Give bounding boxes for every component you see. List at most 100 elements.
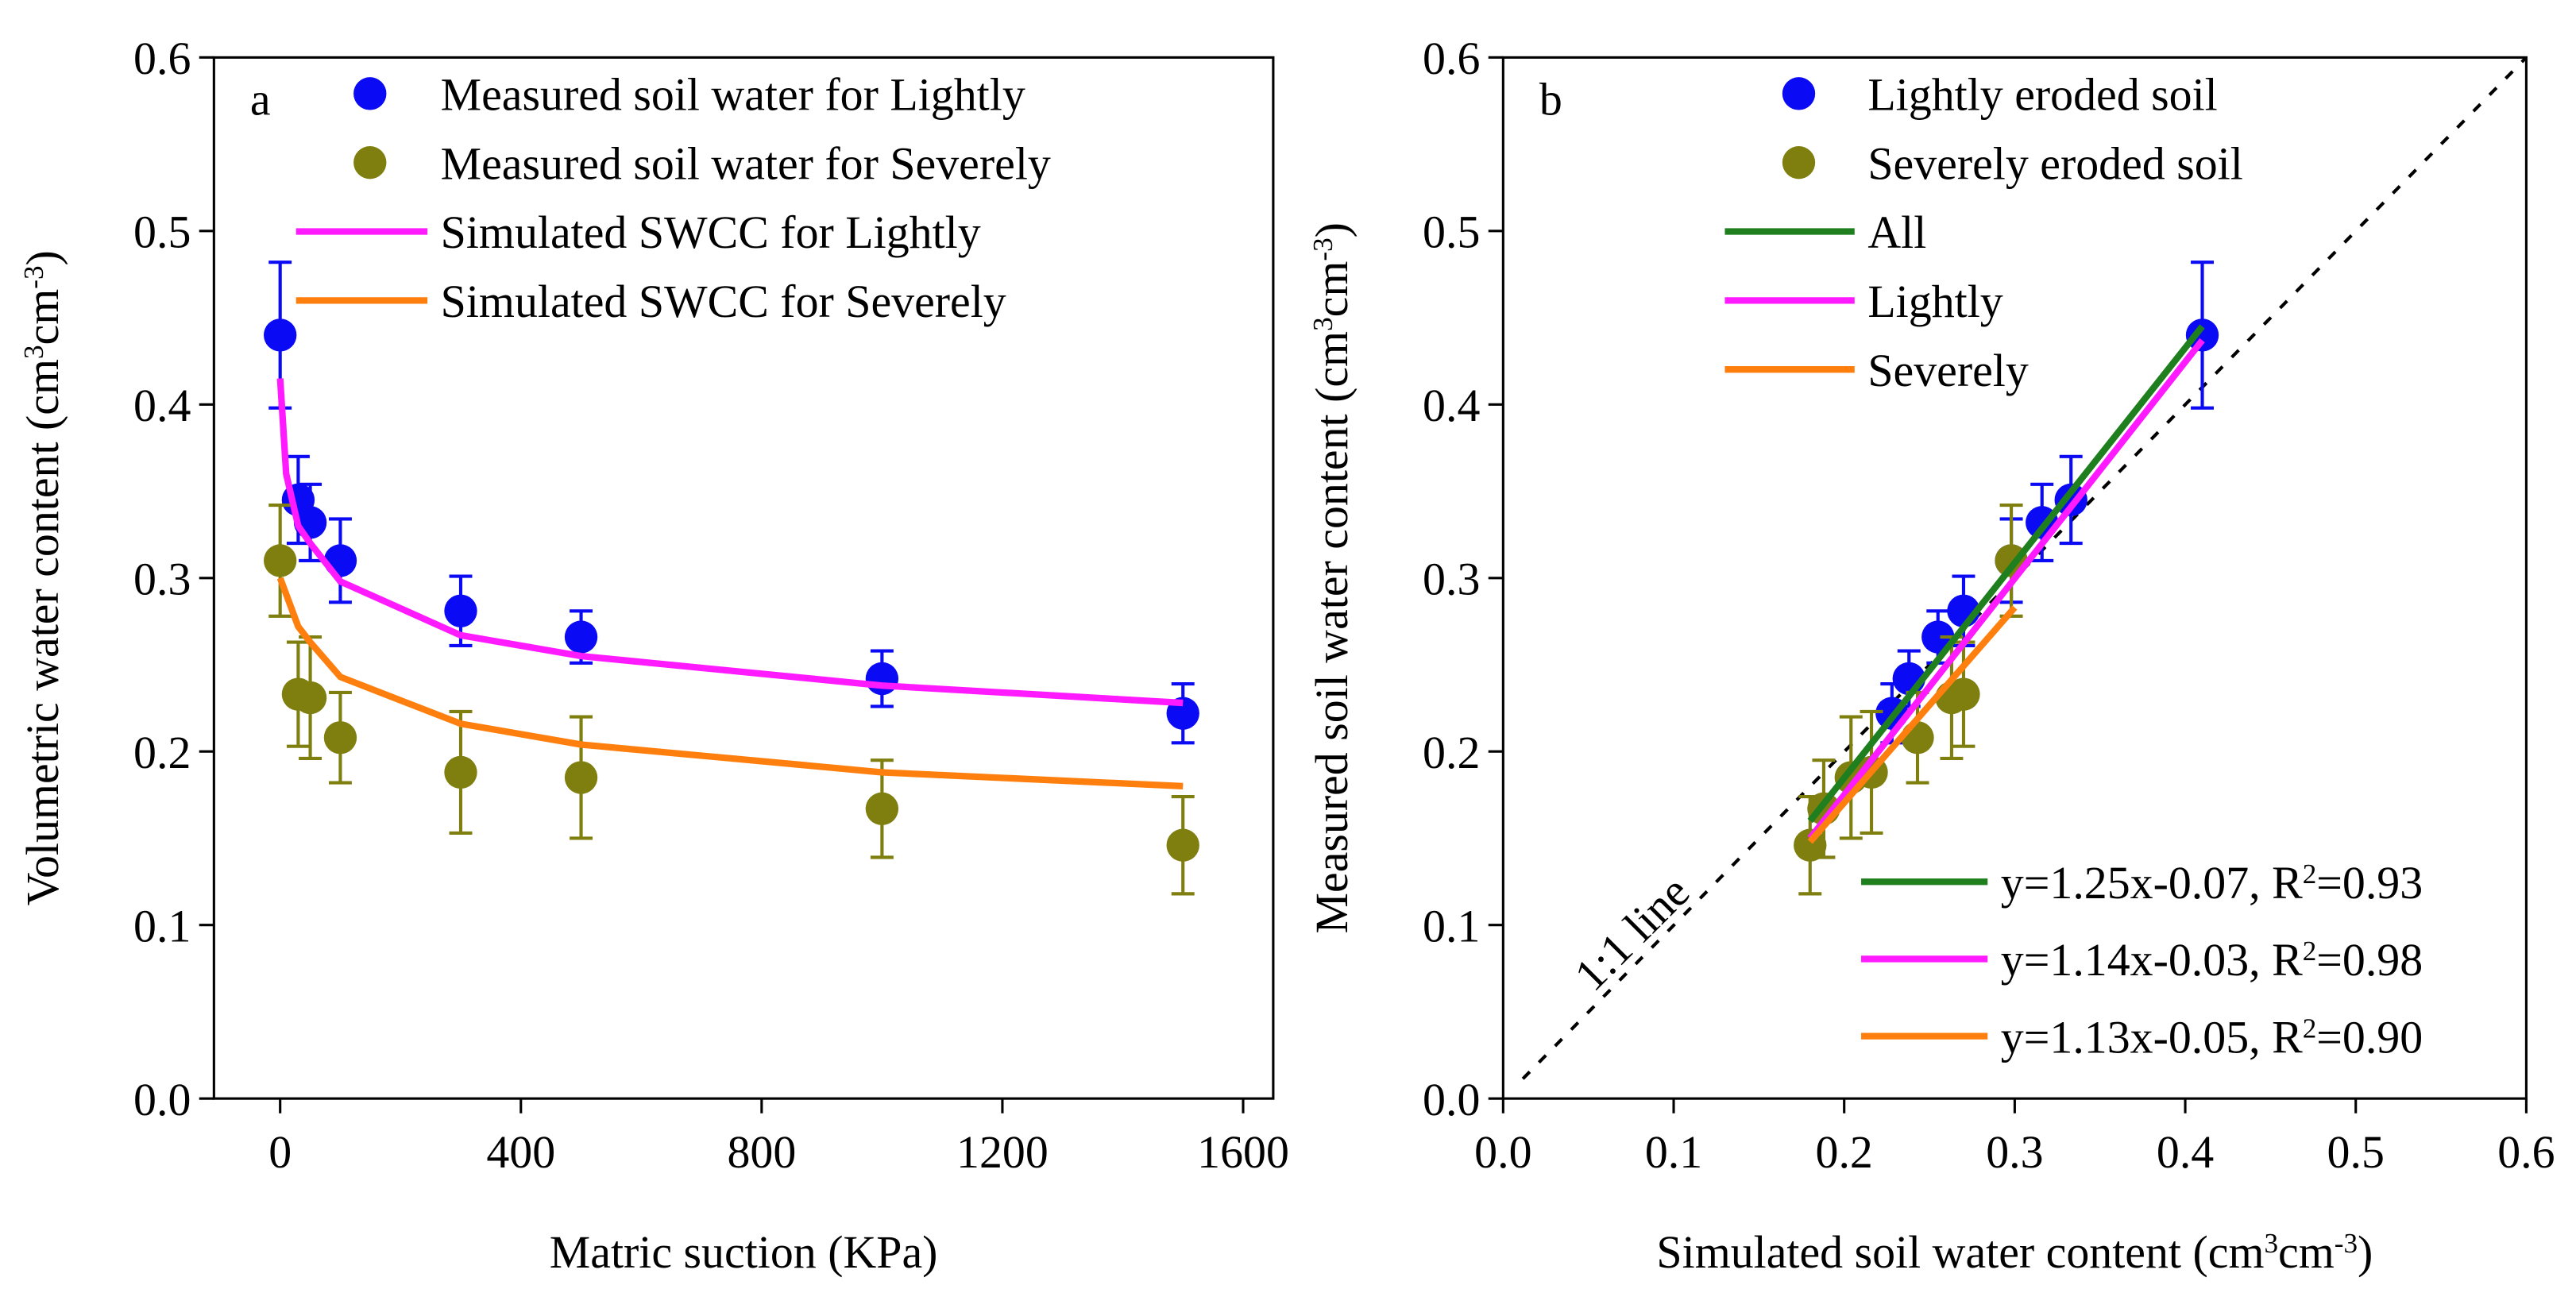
- legend-label-part: All: [1867, 206, 1926, 258]
- y-tick-label: 0.3: [1423, 553, 1480, 604]
- x-tick-label: 1200: [956, 1126, 1049, 1178]
- y-axis-title-part: 3: [17, 345, 48, 359]
- legend-label: Measured soil water for Lightly: [441, 69, 1025, 121]
- x-axis-title-part: ): [2358, 1226, 2373, 1278]
- x-tick-label: 0.4: [2157, 1126, 2214, 1178]
- y-tick-label: 0.1: [1423, 900, 1480, 951]
- equation-label-part: =0.90: [2316, 1011, 2423, 1063]
- x-tick-label: 0.5: [2327, 1126, 2385, 1178]
- data-point: [1166, 828, 1199, 862]
- y-axis-title-part: -3: [1307, 237, 1338, 261]
- data-point: [323, 721, 357, 754]
- x-axis-title-part: 3: [2264, 1228, 2278, 1259]
- equation-label: y=1.13x-0.05, R2=0.90: [2001, 1011, 2423, 1063]
- legend-label-part: Severely eroded soil: [1867, 137, 2243, 189]
- legend-marker: [1782, 146, 1816, 179]
- data-point: [444, 594, 477, 627]
- equation-label-part: 2: [2303, 1013, 2317, 1044]
- legend-label: Simulated SWCC for Severely: [441, 276, 1006, 327]
- data-point: [293, 681, 327, 715]
- x-axis-title-part: -3: [2335, 1228, 2358, 1259]
- y-axis-title-part: Volumetric water content (cm: [17, 359, 68, 905]
- y-tick-label: 0.5: [1423, 206, 1480, 258]
- x-tick-label: 1600: [1197, 1126, 1289, 1178]
- data-point: [564, 761, 598, 794]
- y-tick-label: 0.6: [133, 33, 191, 84]
- x-axis-title-part: Matric suction (KPa): [550, 1226, 938, 1278]
- equation-label-part: y=1.13x-0.05, R: [2001, 1011, 2303, 1063]
- y-axis-title-part: cm: [1306, 261, 1358, 318]
- equation-label-part: =0.93: [2316, 857, 2423, 909]
- y-axis-title-part: ): [1306, 222, 1358, 237]
- legend-label-part: Measured soil water for Severely: [441, 137, 1051, 189]
- y-tick-label: 0.3: [133, 553, 191, 604]
- y-axis-title-part: 3: [1307, 317, 1338, 331]
- y-tick-label: 0.6: [1423, 33, 1480, 84]
- equation-label-part: y=1.14x-0.03, R: [2001, 934, 2303, 986]
- x-tick-label: 0.1: [1645, 1126, 1702, 1178]
- y-tick-label: 0.5: [133, 206, 191, 258]
- x-tick-label: 400: [486, 1126, 555, 1178]
- legend-label-part: Simulated SWCC for Lightly: [441, 206, 981, 258]
- legend-label-part: Severely: [1867, 345, 2029, 396]
- y-axis-title-part: cm: [17, 289, 68, 345]
- legend-label: Severely: [1867, 345, 2029, 396]
- data-point: [264, 544, 297, 577]
- fit-line: [276, 577, 1184, 790]
- x-tick-label: 0: [268, 1126, 292, 1178]
- legend-marker: [353, 77, 387, 110]
- legend-label-part: Measured soil water for Lightly: [441, 69, 1025, 121]
- data-point: [865, 792, 899, 826]
- data-point: [264, 318, 297, 352]
- legend-label: All: [1867, 206, 1926, 258]
- panel-label: b: [1539, 74, 1562, 125]
- x-axis-title: Matric suction (KPa): [550, 1226, 938, 1278]
- x-axis-title-part: Simulated soil water content (cm: [1656, 1226, 2264, 1278]
- data-point: [865, 662, 899, 696]
- legend-marker: [353, 146, 387, 179]
- y-axis-title-part: -3: [17, 265, 48, 288]
- fit-line: [1807, 324, 2205, 824]
- data-point: [444, 755, 477, 789]
- equation-label-part: y=1.25x-0.07, R: [2001, 857, 2303, 909]
- y-axis-title: Measured soil water content (cm3cm-3): [1306, 222, 1358, 933]
- x-tick-label: 0.0: [1474, 1126, 1531, 1178]
- legend-label-part: Lightly: [1867, 276, 2002, 327]
- legend-label: Lightly eroded soil: [1867, 69, 2217, 121]
- y-tick-label: 0.0: [1423, 1074, 1480, 1125]
- data-point: [564, 620, 598, 654]
- legend-label: Measured soil water for Severely: [441, 137, 1051, 189]
- y-tick-label: 0.2: [133, 727, 191, 778]
- equation-label-part: 2: [2303, 858, 2317, 889]
- y-tick-label: 0.0: [133, 1074, 191, 1125]
- legend-label: Simulated SWCC for Lightly: [441, 206, 981, 258]
- data-point: [2185, 318, 2219, 352]
- y-tick-label: 0.4: [1423, 380, 1480, 431]
- y-tick-label: 0.1: [133, 900, 191, 951]
- legend-label: Lightly: [1867, 276, 2002, 327]
- data-point: [1901, 721, 1934, 754]
- fit-line: [1807, 605, 2018, 844]
- x-axis-title: Simulated soil water content (cm3cm-3): [1656, 1226, 2373, 1278]
- equation-label: y=1.25x-0.07, R2=0.93: [2001, 857, 2423, 909]
- fit-line: [276, 378, 1184, 707]
- fit-line: [1807, 338, 2205, 841]
- legend-label-part: Simulated SWCC for Severely: [441, 276, 1006, 327]
- equation-label: y=1.14x-0.03, R2=0.98: [2001, 934, 2423, 986]
- equation-label-part: 2: [2303, 936, 2317, 967]
- x-tick-label: 0.3: [1986, 1126, 2043, 1178]
- y-tick-label: 0.2: [1423, 727, 1480, 778]
- legend-marker: [1782, 77, 1816, 110]
- x-axis-title-part: cm: [2278, 1226, 2335, 1278]
- y-axis-title-part: Measured soil water content (cm: [1306, 331, 1358, 934]
- annotation: 1:1 line: [1564, 866, 1699, 1001]
- y-tick-label: 0.4: [133, 380, 191, 431]
- legend-label-part: Lightly eroded soil: [1867, 69, 2217, 121]
- x-tick-label: 0.6: [2497, 1126, 2555, 1178]
- x-tick-label: 800: [727, 1126, 796, 1178]
- equation-label-part: =0.98: [2316, 934, 2423, 986]
- y-axis-title-part: ): [17, 250, 68, 265]
- y-axis-title: Volumetric water content (cm3cm-3): [17, 250, 68, 905]
- legend-label: Severely eroded soil: [1867, 137, 2243, 189]
